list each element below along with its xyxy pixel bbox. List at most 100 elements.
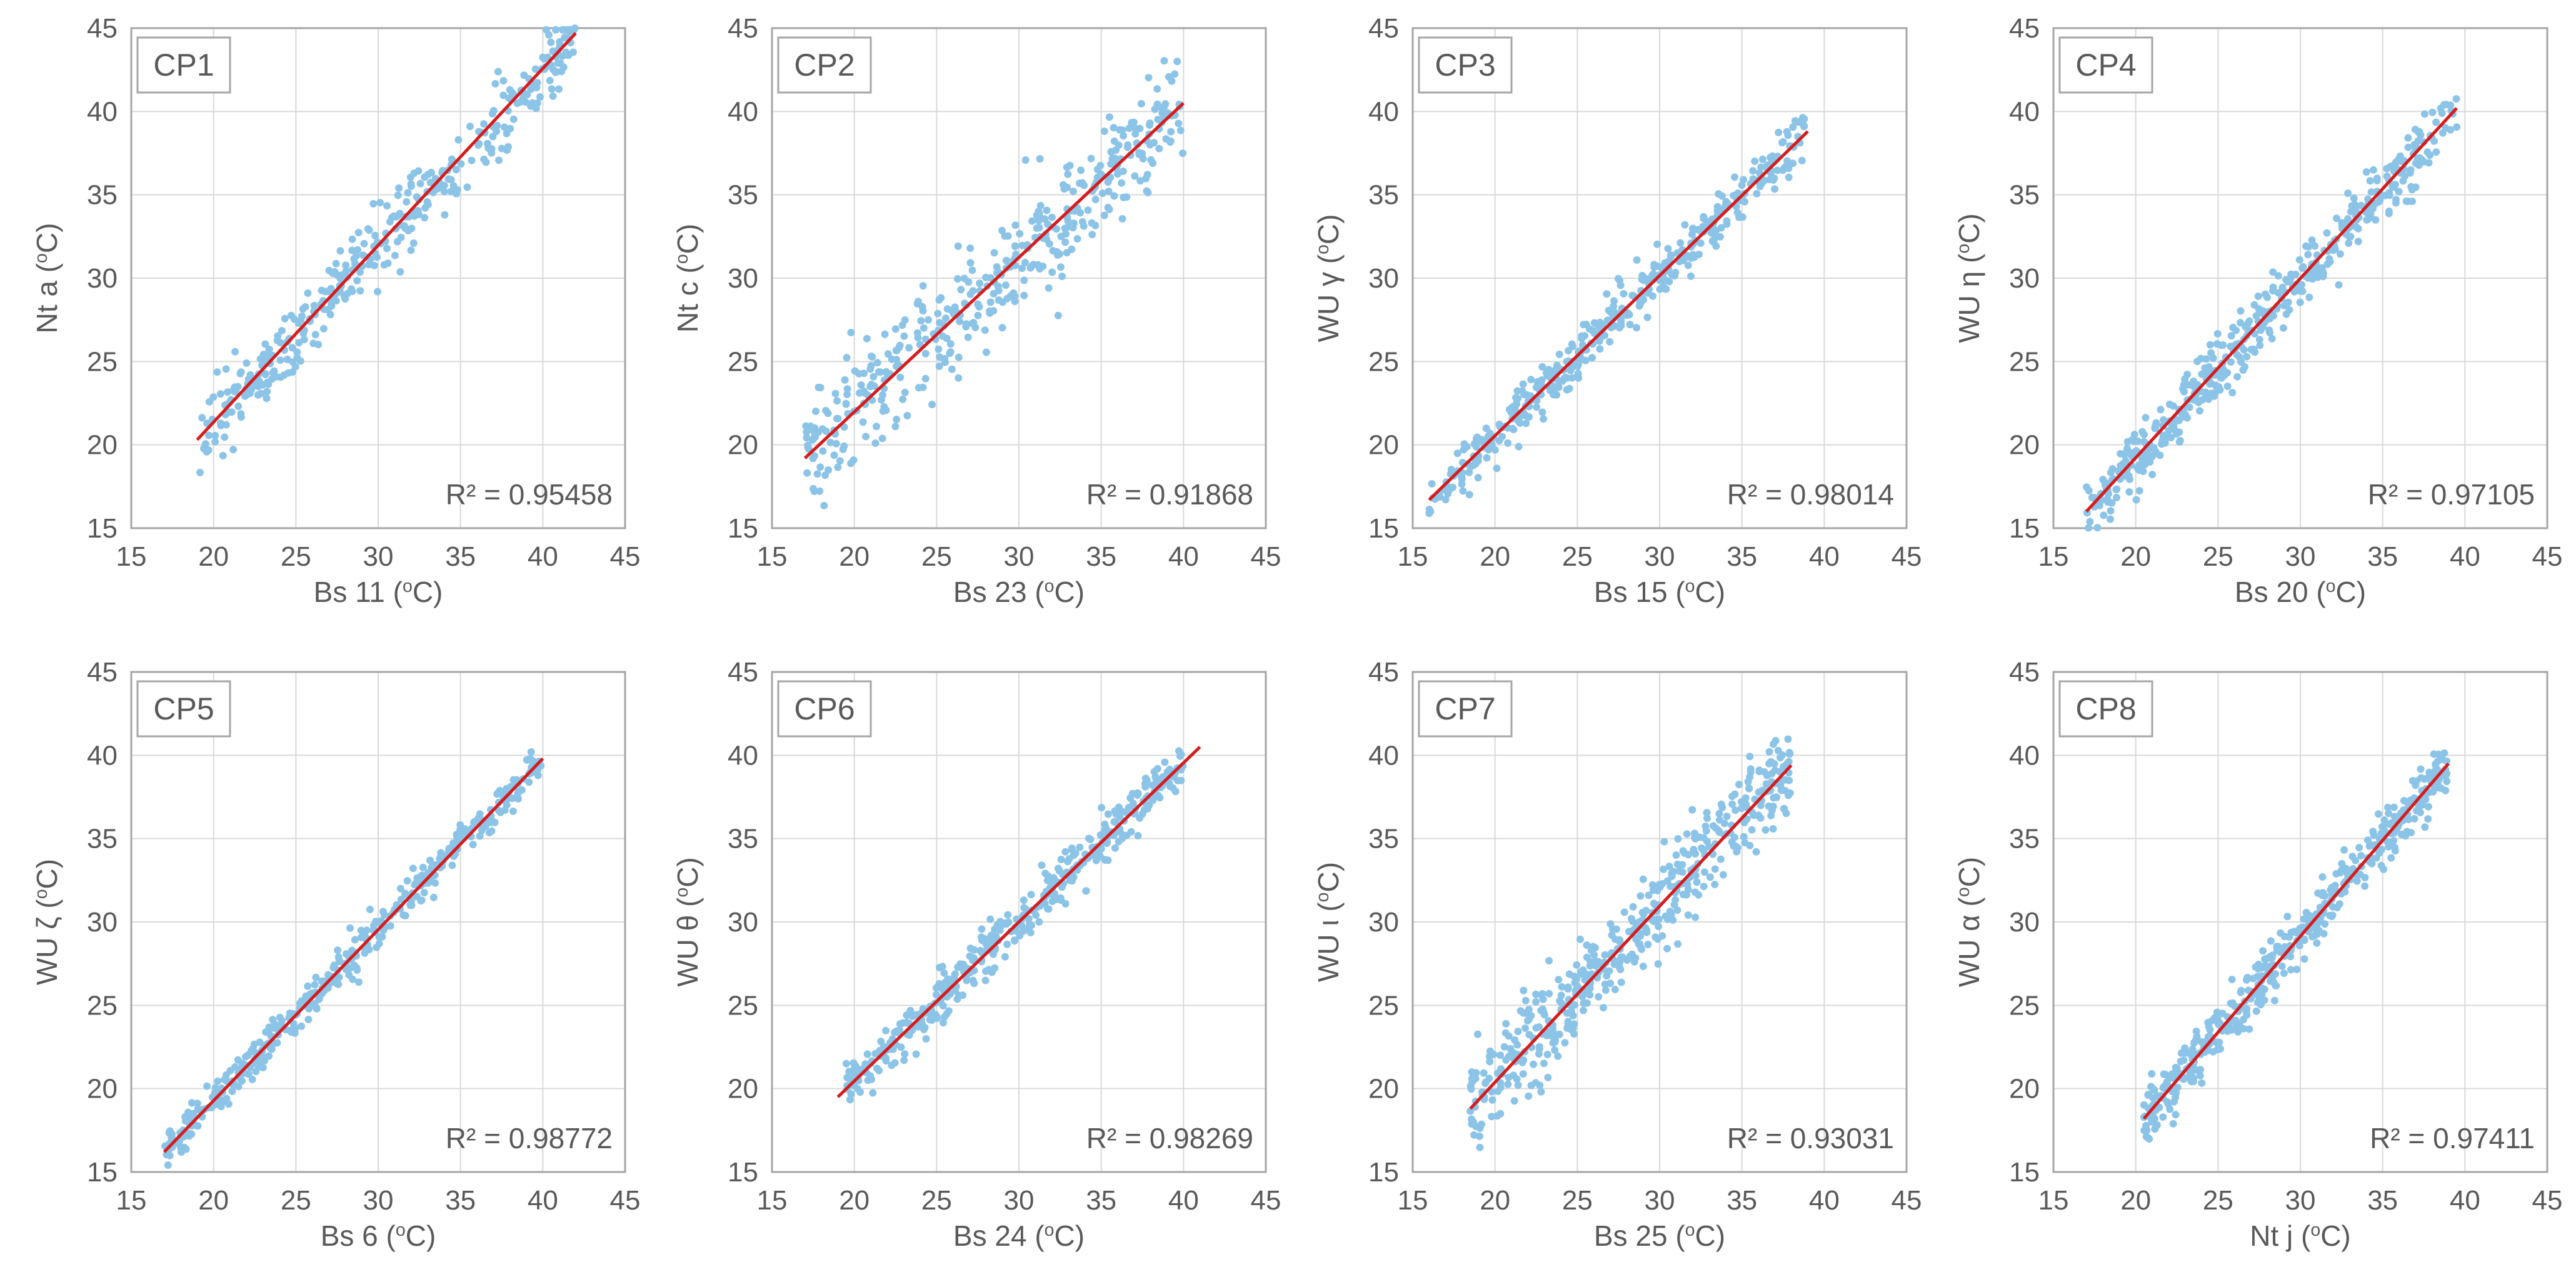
data-point [1011,221,1020,229]
data-point [2412,159,2420,168]
data-point [1540,1059,1548,1068]
data-point [891,423,900,431]
plot-frame [2052,27,2548,529]
y-tick-label: 25 [728,346,758,377]
data-point [2107,507,2115,515]
data-point [970,979,978,988]
data-point [1617,978,1625,986]
data-point [2386,820,2394,828]
data-point [1723,217,1731,225]
data-point [1586,958,1595,966]
data-point [1174,776,1181,784]
data-point [1515,443,1523,451]
data-point [966,244,975,253]
data-point [986,298,995,306]
trendline [1469,764,1793,1110]
x-tick-label: 25 [921,1185,952,1216]
data-point [353,966,361,974]
data-point [437,849,445,857]
data-point [561,34,569,41]
data-point [411,881,419,889]
data-point [1520,391,1528,398]
data-point [893,347,901,354]
data-point [203,448,211,456]
data-point [1746,773,1754,781]
data-point [2438,755,2447,763]
data-point [1558,999,1566,1008]
data-point [1636,929,1645,938]
data-point [955,374,963,382]
data-point [2369,166,2377,174]
data-point [1633,324,1640,332]
data-point [918,1019,926,1027]
data-point [1576,935,1584,943]
data-point [1746,753,1754,761]
trendline [803,102,1185,459]
data-point [1601,980,1609,988]
data-point [2428,108,2437,116]
data-point [1018,264,1026,273]
data-point [203,1082,211,1090]
r-squared-label: R² = 0.98014 [1727,478,1894,511]
data-point [351,936,359,944]
data-point [304,289,312,297]
data-point [1519,1070,1527,1078]
data-point [1608,931,1616,939]
panel-label: CP3 [1435,48,1495,83]
data-point [2328,913,2336,921]
data-point [962,320,970,328]
y-tick-label: 25 [2009,990,2040,1021]
data-point [857,381,865,389]
data-point [1773,166,1782,174]
data-point [1603,972,1611,980]
data-point [2408,777,2417,784]
x-axis-label: Nt j (oC) [2250,1219,2351,1252]
data-point [299,329,308,338]
data-point [2169,1119,2177,1128]
data-point [1166,783,1174,790]
data-point [1718,192,1726,200]
data-point [1057,856,1065,863]
data-point [1765,748,1773,756]
data-point [2372,216,2380,224]
data-point [2245,1025,2253,1033]
x-tick-label: 30 [1645,1185,1675,1216]
data-point [1800,122,1808,130]
data-point [1609,925,1616,933]
data-point [375,939,383,948]
data-point [221,433,229,441]
data-point [366,906,374,913]
data-point [436,854,444,863]
data-point [847,329,855,336]
data-point [1538,989,1546,998]
data-point [2088,494,2096,501]
data-point [360,239,368,248]
data-point [2243,974,2252,982]
x-tick-label: 35 [1727,541,1757,572]
data-point [1771,185,1778,193]
x-tick-label: 15 [757,541,788,572]
x-tick-label: 30 [363,541,394,572]
data-point [2160,1083,2168,1091]
data-point [1474,1030,1481,1038]
data-point [893,363,900,371]
y-tick-label: 35 [728,824,758,854]
data-point [1703,809,1711,817]
r-squared-label: R² = 0.93031 [1727,1122,1894,1154]
data-point [1551,384,1559,393]
data-point [1535,1043,1543,1051]
data-point [1522,419,1530,428]
data-point [1088,219,1096,227]
data-point [300,336,308,344]
data-point [2270,996,2278,1004]
data-point [1555,1030,1563,1038]
data-point [1467,1085,1475,1093]
data-point [321,288,329,296]
data-point [1540,415,1548,423]
data-point [847,459,855,468]
data-point [312,973,320,981]
data-point [2335,281,2343,289]
data-point [934,309,942,318]
data-point [1800,115,1808,123]
data-point [1045,284,1053,292]
